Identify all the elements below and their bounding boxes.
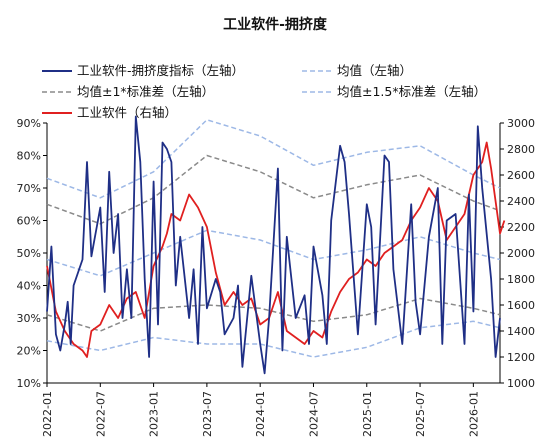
series-line-mean [46,229,501,277]
right-tick-label: 3000 [507,117,535,130]
left-tick-label: 10% [17,377,41,390]
legend-label-index: 工业软件（右轴） [77,105,177,120]
series-line-band15_upper [46,119,501,199]
right-tick-label: 1400 [507,325,535,338]
x-tick-label: 2025-07 [414,391,427,437]
right-tick-label: 1000 [507,377,535,390]
left-tick-label: 70% [17,182,41,195]
x-tick-label: 2026-01 [467,391,480,437]
series-line-crowding [46,115,501,375]
right-tick-label: 1800 [507,273,535,286]
left-tick-label: 90% [17,117,41,130]
series-line-band15_lower [46,320,501,358]
right-tick-label: 2000 [507,247,535,260]
axes [43,122,504,387]
x-tick-label: 2022-01 [41,391,54,437]
legend-label-band1: 均值±1*标准差（左轴） [77,84,214,99]
left-tick-label: 20% [17,345,41,358]
series-group [46,115,506,375]
legend-label-band15: 均值±1.5*标准差（左轴） [337,84,486,99]
x-tick-label: 2022-07 [94,391,107,437]
legend-label-crowding: 工业软件-拥挤度指标（左轴） [77,63,244,78]
left-tick-label: 50% [17,247,41,260]
left-tick-label: 60% [17,215,41,228]
left-tick-label: 30% [17,312,41,325]
right-tick-label: 2200 [507,221,535,234]
chart-title: 工业软件-拥挤度 [223,16,328,33]
series-line-band1_upper [46,154,501,225]
x-tick-label: 2023-07 [201,391,214,437]
tick-labels: 10% 20% 30% 40% 50% 60% 70% 80% 90% 1000 1200 1400 1… [17,117,535,437]
right-tick-label: 2400 [507,195,535,208]
x-tick-label: 2024-01 [254,391,267,437]
series-line-band1_lower [46,297,501,332]
right-tick-label: 1200 [507,351,535,364]
right-tick-label: 2800 [507,143,535,156]
right-tick-label: 1600 [507,299,535,312]
x-tick-label: 2025-01 [361,391,374,437]
left-tick-label: 40% [17,280,41,293]
x-tick-label: 2023-01 [148,391,161,437]
legend-label-mean: 均值（左轴） [337,63,412,78]
x-tick-label: 2024-07 [307,391,320,437]
legend: 工业软件-拥挤度指标（左轴） 均值（左轴） 均值±1*标准差（左轴） 均值±1.… [42,63,486,120]
left-tick-label: 80% [17,150,41,163]
right-tick-label: 2600 [507,169,535,182]
